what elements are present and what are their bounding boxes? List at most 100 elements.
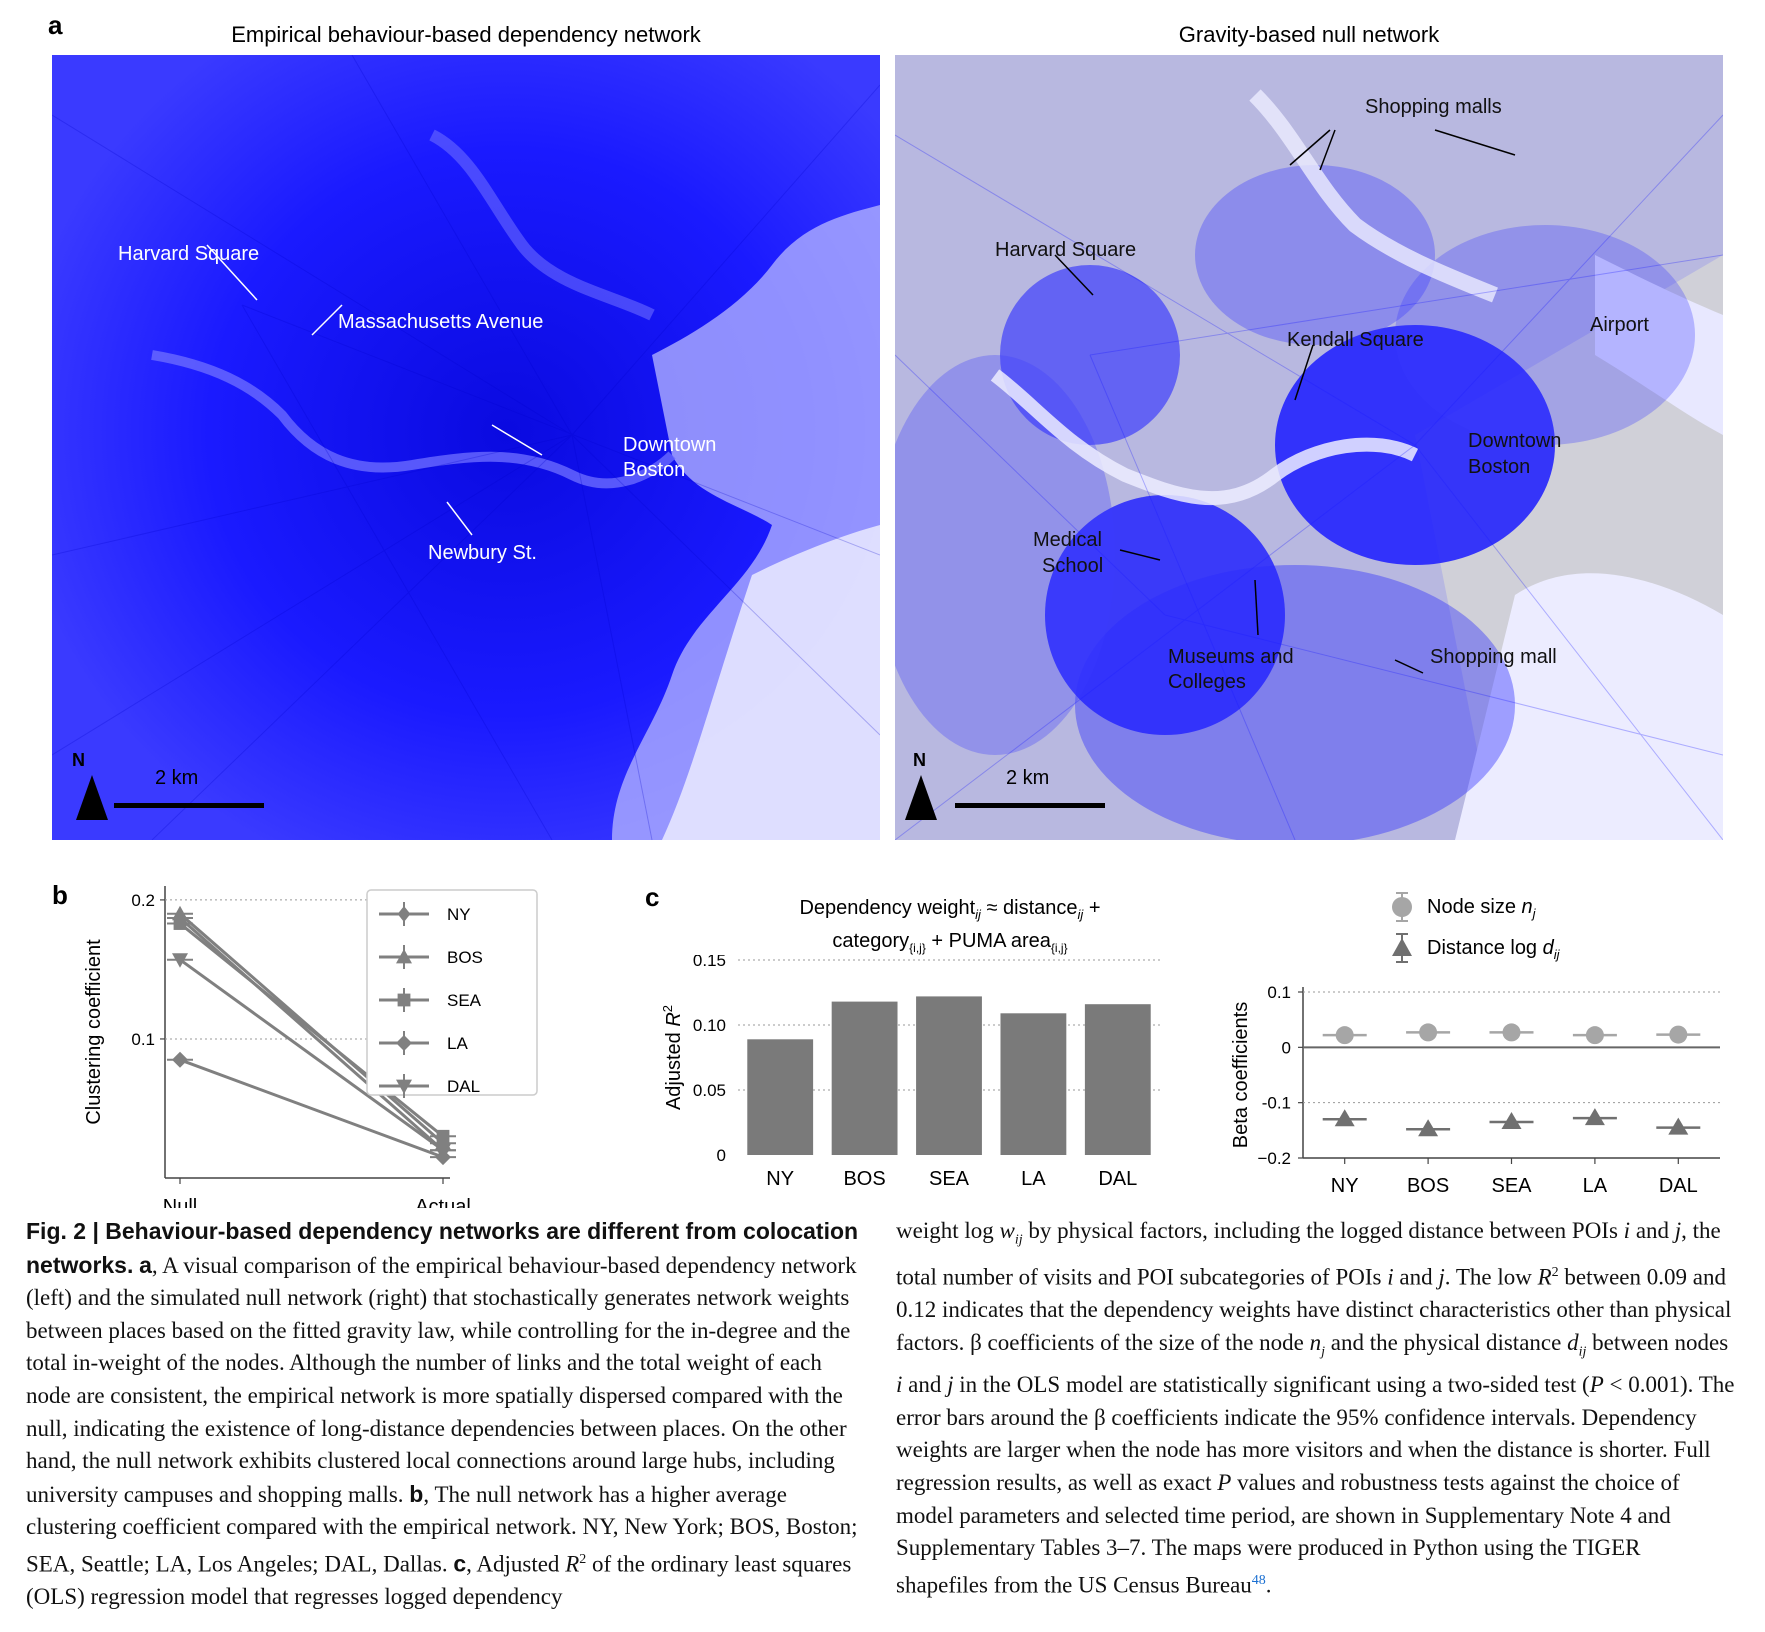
left-map-graphic — [52, 55, 880, 840]
title-sub: {i,j} — [1050, 941, 1068, 955]
title-sub: ij — [975, 907, 981, 922]
caption-text: and — [902, 1372, 948, 1398]
citation-link[interactable]: 48 — [1251, 1572, 1266, 1588]
scale-bar — [114, 803, 264, 808]
x-tick-label: BOS — [843, 1168, 885, 1190]
caption-text: of the ordinary least squares (OLS) regr… — [26, 1551, 852, 1610]
marker-diamond — [172, 1051, 188, 1068]
label-downtown: Downtown — [623, 434, 717, 456]
marker-diamond-thin — [397, 906, 411, 922]
panel-b-letter: b — [52, 880, 68, 910]
caption-text: . The low — [1444, 1264, 1538, 1290]
series-sea — [167, 917, 456, 1143]
marker-triangle — [1334, 1109, 1355, 1127]
caption-var: w — [999, 1218, 1015, 1243]
y-tick-label: -0.1 — [1262, 1094, 1291, 1113]
caption-text: , A visual comparison of the empirical b… — [26, 1252, 857, 1507]
x-tick-label: SEA — [1491, 1175, 1532, 1197]
legend-label: NY — [447, 905, 471, 924]
caption-text: and the physical distance — [1325, 1330, 1568, 1356]
y-tick-label: 0.1 — [1267, 983, 1291, 1002]
legend-var: d — [1542, 937, 1554, 959]
caption-var: n — [1309, 1330, 1322, 1356]
caption-text: and — [1393, 1264, 1439, 1290]
caption-var: j — [1674, 1218, 1682, 1243]
caption-text: weight log — [896, 1218, 1000, 1243]
y-axis-label: Clustering coefficient — [83, 939, 105, 1125]
label-shopping-mall: Shopping mall — [1430, 646, 1557, 668]
caption-c: c — [453, 1550, 467, 1577]
figure-caption-right: weight log wij by physical factors, incl… — [896, 1215, 1736, 1602]
label-boston: Boston — [623, 459, 686, 481]
caption-text: in the OLS model are statistically signi… — [953, 1372, 1590, 1398]
panel-a-letter: a — [48, 10, 63, 40]
caption-text: values and robustness tests against the … — [896, 1470, 1680, 1598]
label-airport: Airport — [1590, 314, 1649, 336]
marker-triangle-up — [396, 949, 412, 964]
label-massachusetts-avenue: Massachusetts Avenue — [338, 311, 544, 333]
panel-c-letter: c — [645, 882, 660, 912]
label-harvard-square: Harvard Square — [118, 243, 260, 265]
legend-label: SEA — [447, 991, 482, 1010]
caption-sup: 2 — [1551, 1265, 1559, 1281]
scale-label: 2 km — [1006, 767, 1050, 789]
title-text: + — [1083, 897, 1101, 919]
legend-sub: j — [1532, 906, 1536, 921]
y-tick-label: 0.2 — [131, 891, 155, 910]
caption-var: d — [1567, 1330, 1579, 1356]
fig-label: Fig. 2 | — [26, 1218, 106, 1244]
y-axis-label: Adjusted R2 — [660, 1005, 685, 1110]
series-dal — [167, 953, 456, 1159]
marker-circle — [1669, 1025, 1688, 1044]
y-axis-label: Beta coefficients — [1230, 1002, 1252, 1148]
marker-circle — [1585, 1026, 1604, 1045]
caption-text: < 0.001). The error bars around the β co… — [896, 1372, 1735, 1495]
caption-var: R — [565, 1551, 580, 1577]
marker-triangle-down — [172, 953, 188, 968]
y-tick-label: 0.10 — [693, 1016, 726, 1035]
adjusted-r2-bar-chart: 0 0.05 0.10 0.15 NY BOS SEA LA DAL Adjusted R2 — [660, 955, 1160, 1190]
marker-square — [397, 993, 411, 1007]
series-line — [179, 1058, 444, 1159]
caption-sup: 2 — [579, 1551, 587, 1567]
title-text: + PUMA area — [925, 930, 1051, 952]
right-map-title: Gravity-based null network — [1178, 22, 1440, 47]
marker-circle — [1335, 1026, 1354, 1045]
y-tick-label: 0.05 — [693, 1081, 726, 1100]
north-arrow-icon — [76, 775, 108, 820]
y-axis-label-sup: 2 — [660, 1005, 675, 1012]
caption-var: P — [1589, 1372, 1604, 1398]
beta-legend: Node size nj Distance log dij — [1385, 890, 1560, 972]
label-shopping-malls: Shopping malls — [1365, 96, 1502, 118]
x-tick-label: DAL — [1098, 1168, 1137, 1190]
caption-text: between 0.09 and 0.12 indicates that the… — [896, 1264, 1732, 1356]
marker-diamond — [396, 1035, 412, 1051]
y-tick-label: 0.15 — [693, 955, 726, 970]
legend-text: Distance log — [1427, 937, 1543, 959]
bar-sea — [916, 996, 982, 1155]
caption-sub: ij — [1014, 1232, 1023, 1248]
marker-circle — [1502, 1023, 1521, 1042]
caption-text: , the total number of visits and POI sub… — [896, 1218, 1721, 1290]
marker-triangle — [1668, 1117, 1689, 1135]
caption-sub: j — [1321, 1344, 1326, 1360]
title-sub: {i,j} — [909, 941, 926, 955]
x-tick-label: DAL — [1659, 1175, 1698, 1197]
marker-triangle — [1418, 1119, 1439, 1137]
series-line — [179, 916, 444, 1152]
caption-var: R — [1537, 1264, 1552, 1290]
label-colleges: Colleges — [1168, 671, 1246, 693]
x-tick-label: LA — [1583, 1175, 1608, 1197]
regression-title: Dependency weightij ≈ distanceij + categ… — [720, 895, 1180, 962]
caption-sub: ij — [1578, 1344, 1587, 1360]
caption-text: and — [1630, 1218, 1675, 1243]
x-tick-label: BOS — [1407, 1175, 1449, 1197]
series-circle — [1322, 1023, 1701, 1045]
caption-var: P — [1217, 1470, 1232, 1495]
legend-label: BOS — [447, 948, 483, 967]
left-map-title: Empirical behaviour-based dependency net… — [231, 22, 701, 47]
title-text: category — [832, 930, 910, 952]
caption-text: . — [1265, 1572, 1272, 1598]
north-arrow-icon — [905, 775, 937, 820]
y-tick-label: −0.2 — [1257, 1149, 1291, 1168]
